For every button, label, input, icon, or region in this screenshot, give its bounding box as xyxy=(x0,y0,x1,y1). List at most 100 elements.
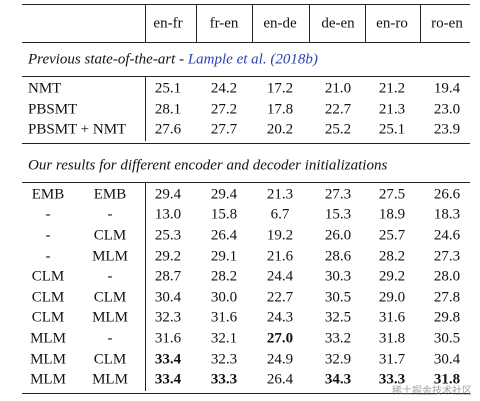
score: 15.3 xyxy=(324,206,352,223)
row-label: CLM xyxy=(31,309,65,326)
row-label: CLM xyxy=(93,227,127,244)
section-title: Our results for different encoder and de… xyxy=(28,157,388,174)
column-rule xyxy=(145,4,146,42)
score: 17.8 xyxy=(266,101,294,118)
score: 32.9 xyxy=(324,351,352,368)
column-header: en-de xyxy=(263,15,297,32)
score: 24.3 xyxy=(266,309,294,326)
column-rule xyxy=(252,4,253,42)
row-label: MLM xyxy=(92,309,128,326)
score: 31.7 xyxy=(378,351,406,368)
score: 30.4 xyxy=(433,351,461,368)
row-label: MLM xyxy=(30,371,66,388)
column-header: de-en xyxy=(321,15,355,32)
column-rule xyxy=(309,4,310,42)
score: 31.6 xyxy=(154,330,182,347)
row-label: MLM xyxy=(30,351,66,368)
row-label: - xyxy=(107,206,113,223)
score: 23.0 xyxy=(433,101,461,118)
score: 27.2 xyxy=(210,101,238,118)
score: 29.1 xyxy=(210,248,238,265)
section-title: Previous state-of-the-art - Lample et al… xyxy=(28,51,318,68)
score: 26.0 xyxy=(324,227,352,244)
score: 20.2 xyxy=(266,121,294,138)
rule xyxy=(22,142,470,144)
score: 29.8 xyxy=(433,309,461,326)
score: 22.7 xyxy=(266,289,294,306)
score: 31.6 xyxy=(210,309,238,326)
score: 31.8 xyxy=(433,371,461,388)
score: 26.4 xyxy=(210,227,238,244)
column-rule xyxy=(420,4,421,42)
score: 26.4 xyxy=(266,371,294,388)
score: 28.0 xyxy=(433,268,461,285)
score: 27.0 xyxy=(266,330,294,347)
score: 29.0 xyxy=(378,289,406,306)
row-label: PBSMT + NMT xyxy=(28,121,127,138)
score: 24.2 xyxy=(210,80,238,97)
score: 6.7 xyxy=(270,206,290,223)
score: 27.5 xyxy=(378,186,406,203)
score: 27.6 xyxy=(154,121,182,138)
rule xyxy=(22,76,470,77)
row-label: MLM xyxy=(92,371,128,388)
score: 31.8 xyxy=(378,330,406,347)
score: 30.5 xyxy=(433,330,461,347)
row-label: - xyxy=(107,330,113,347)
score: 29.4 xyxy=(154,186,182,203)
score: 28.7 xyxy=(154,268,182,285)
score: 31.6 xyxy=(378,309,406,326)
row-label: CLM xyxy=(31,289,65,306)
score: 30.5 xyxy=(324,289,352,306)
score: 21.0 xyxy=(324,80,352,97)
row-label: - xyxy=(45,227,51,244)
score: 23.9 xyxy=(433,121,461,138)
score: 24.6 xyxy=(433,227,461,244)
score: 33.4 xyxy=(154,351,182,368)
score: 25.2 xyxy=(324,121,352,138)
score: 32.5 xyxy=(324,309,352,326)
score: 19.2 xyxy=(266,227,294,244)
score: 34.3 xyxy=(324,371,352,388)
row-label: MLM xyxy=(30,330,66,347)
rule xyxy=(22,4,470,5)
score: 28.2 xyxy=(378,248,406,265)
score: 33.3 xyxy=(378,371,406,388)
row-label: EMB xyxy=(31,186,65,203)
score: 33.4 xyxy=(154,371,182,388)
score: 29.4 xyxy=(210,186,238,203)
score: 25.1 xyxy=(154,80,182,97)
column-header: ro-en xyxy=(431,15,463,32)
score: 21.6 xyxy=(266,248,294,265)
score: 22.7 xyxy=(324,101,352,118)
score: 32.1 xyxy=(210,330,238,347)
rule xyxy=(22,181,470,183)
rule xyxy=(22,392,470,394)
score: 17.2 xyxy=(266,80,294,97)
score: 13.0 xyxy=(154,206,182,223)
score: 21.2 xyxy=(378,80,406,97)
score: 25.7 xyxy=(378,227,406,244)
rule xyxy=(22,42,470,43)
row-label: EMB xyxy=(93,186,127,203)
row-label: CLM xyxy=(93,351,127,368)
score: 27.3 xyxy=(433,248,461,265)
row-label: CLM xyxy=(31,268,65,285)
row-label: NMT xyxy=(28,80,62,97)
score: 28.1 xyxy=(154,101,182,118)
score: 19.4 xyxy=(433,80,461,97)
score: 27.8 xyxy=(433,289,461,306)
score: 21.3 xyxy=(378,101,406,118)
row-label: PBSMT xyxy=(28,101,78,118)
score: 28.2 xyxy=(210,268,238,285)
citation-link[interactable]: Lample et al. (2018b) xyxy=(187,51,318,68)
score: 18.9 xyxy=(378,206,406,223)
score: 24.9 xyxy=(266,351,294,368)
watermark: 稀土掘金技术社区 xyxy=(392,386,472,397)
score: 32.3 xyxy=(210,351,238,368)
score: 33.3 xyxy=(210,371,238,388)
score: 25.1 xyxy=(378,121,406,138)
score: 27.7 xyxy=(210,121,238,138)
score: 29.2 xyxy=(154,248,182,265)
row-label: - xyxy=(45,248,51,265)
